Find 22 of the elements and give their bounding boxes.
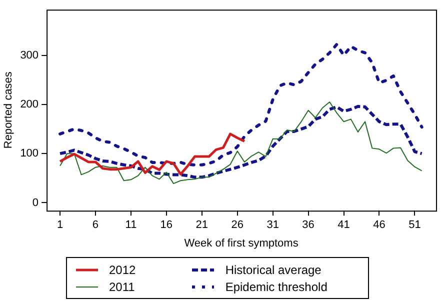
y-tick-label: 300: [20, 49, 39, 62]
legend-label: 2011: [109, 280, 135, 294]
x-axis-title: Week of first symptoms: [184, 237, 299, 250]
x-tick-label: 31: [266, 219, 279, 232]
x-tick-label: 26: [231, 219, 244, 232]
line-series: [58, 42, 424, 166]
x-tick-label: 21: [196, 219, 208, 232]
x-tick-label: 46: [373, 219, 386, 232]
legend-label: 2012: [109, 262, 136, 276]
legend-label: Epidemic threshold: [225, 280, 328, 294]
x-tick-label: 16: [160, 219, 173, 232]
x-tick-label: 11: [125, 219, 137, 232]
x-tick-label: 6: [92, 219, 99, 232]
y-tick-label: 100: [20, 148, 39, 160]
x-tick-label: 41: [338, 219, 350, 232]
y-tick-label: 0: [32, 196, 39, 209]
x-tick-label: 36: [302, 219, 314, 232]
legend-label: Historical average: [225, 262, 322, 276]
y-tick-label: 200: [20, 98, 39, 110]
x-tick-label: 51: [408, 219, 421, 232]
y-axis-title: Reported cases: [2, 71, 15, 149]
x-tick-label: 1: [56, 219, 64, 232]
